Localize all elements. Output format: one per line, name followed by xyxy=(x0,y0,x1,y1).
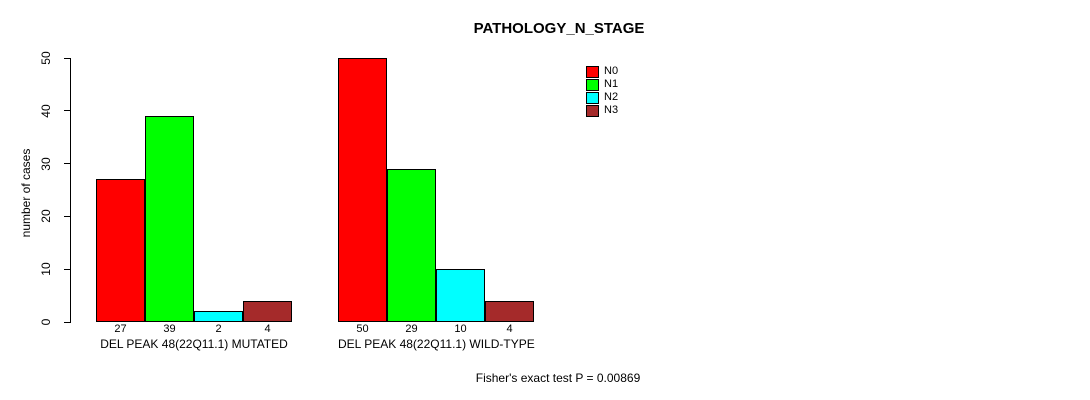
legend-item-n3: N3 xyxy=(586,104,618,117)
legend-swatch-n1 xyxy=(586,78,599,91)
x-axis-group-label: DEL PEAK 48(22Q11.1) WILD-TYPE xyxy=(338,337,535,351)
x-axis-group-label: DEL PEAK 48(22Q11.1) MUTATED xyxy=(100,337,288,351)
y-axis-tick xyxy=(64,110,70,112)
y-axis-tick xyxy=(64,321,70,323)
legend-item-n2: N2 xyxy=(586,91,618,104)
legend-label-n2: N2 xyxy=(604,91,619,103)
y-axis-line xyxy=(70,58,71,323)
legend-label-n3: N3 xyxy=(604,104,619,116)
bar-group2-n0 xyxy=(338,58,387,322)
y-axis-label: number of cases xyxy=(19,148,33,238)
legend-label-n1: N1 xyxy=(604,78,619,90)
bar-group1-n2 xyxy=(194,311,243,322)
legend-label-n0: N0 xyxy=(604,65,619,77)
bar-group1-n1 xyxy=(145,116,194,322)
bar-value-label: 2 xyxy=(215,323,222,335)
y-axis-tick xyxy=(64,57,70,59)
legend-swatch-n3 xyxy=(586,104,599,117)
bar-value-label: 4 xyxy=(264,323,271,335)
bar-value-label: 29 xyxy=(405,323,418,335)
bar-value-label: 39 xyxy=(163,323,176,335)
y-axis-tick xyxy=(64,215,70,217)
bar-group1-n0 xyxy=(96,179,145,322)
bar-group2-n2 xyxy=(436,269,485,322)
legend-item-n1: N1 xyxy=(586,78,618,91)
legend: N0 N1 N2 N3 xyxy=(586,65,618,117)
y-axis-tick-label: 50 xyxy=(39,51,53,65)
bar-group1-n3 xyxy=(243,300,292,322)
bar-value-label: 4 xyxy=(506,323,513,335)
bar-group2-n3 xyxy=(485,300,534,322)
y-axis-tick-label: 0 xyxy=(39,318,53,326)
bar-value-label: 50 xyxy=(356,323,369,335)
y-axis-tick xyxy=(64,268,70,270)
y-axis-tick-label: 20 xyxy=(39,209,53,224)
y-axis-tick-label: 40 xyxy=(39,104,53,118)
legend-item-n0: N0 xyxy=(586,65,618,78)
bar-value-label: 27 xyxy=(114,323,127,335)
bar-group2-n1 xyxy=(387,168,436,322)
legend-swatch-n0 xyxy=(586,65,599,78)
y-axis-tick-label: 10 xyxy=(39,262,53,276)
chart-title: PATHOLOGY_N_STAGE xyxy=(473,20,645,37)
legend-swatch-n2 xyxy=(586,91,599,104)
y-axis-tick-label: 30 xyxy=(39,156,53,171)
bar-value-label: 10 xyxy=(454,323,467,335)
fisher-test-annotation: Fisher's exact test P = 0.00869 xyxy=(475,371,641,385)
y-axis-tick xyxy=(64,163,70,165)
